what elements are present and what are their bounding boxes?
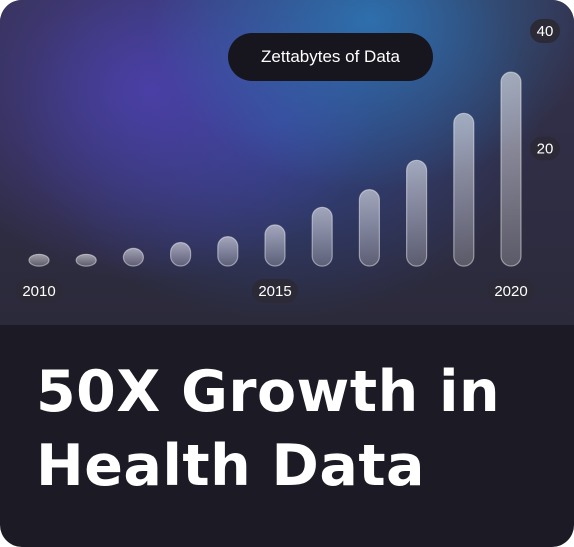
y-tick-40-text: 40 (537, 23, 554, 40)
y-tick-20-text: 20 (537, 141, 554, 158)
chart-panel: 2010 2015 2020 20 40 Zettabytes of Data (0, 0, 574, 325)
x-tick-2020: 2020 (488, 279, 534, 303)
x-tick-2010: 2010 (16, 279, 62, 303)
bar-2012 (122, 247, 145, 267)
headline: 50X Growth in Health Data (36, 355, 556, 503)
x-tick-2010-text: 2010 (22, 283, 55, 300)
bar-2013 (170, 241, 192, 267)
x-tick-2020-text: 2020 (494, 283, 527, 300)
y-tick-20-bg (530, 136, 560, 161)
headline-line-1: 50X Growth in (36, 359, 501, 425)
x-tick-2015-bg (252, 279, 298, 303)
x-tick-2010-bg (16, 279, 62, 303)
y-tick-40: 40 (530, 19, 560, 43)
y-tick-40-bg (530, 19, 560, 43)
bar-2016 (311, 206, 333, 267)
bar-2020 (500, 71, 522, 267)
bar-2014 (217, 236, 239, 267)
bar-2019 (453, 112, 475, 267)
x-tick-2015: 2015 (252, 279, 298, 303)
x-tick-2015-text: 2015 (258, 283, 291, 300)
bar-2017 (358, 189, 380, 267)
x-ticks-group: 2010 2015 2020 (16, 279, 534, 303)
headline-line-2: Health Data (36, 433, 426, 499)
bar-2011 (75, 253, 97, 267)
bar-2015 (264, 224, 286, 267)
chart-title-pill: Zettabytes of Data (228, 33, 433, 81)
bar-2010 (28, 253, 50, 267)
bars-group (28, 71, 522, 267)
bar-2018 (406, 159, 428, 267)
y-tick-20: 20 (530, 136, 560, 161)
x-tick-2020-bg (488, 279, 534, 303)
